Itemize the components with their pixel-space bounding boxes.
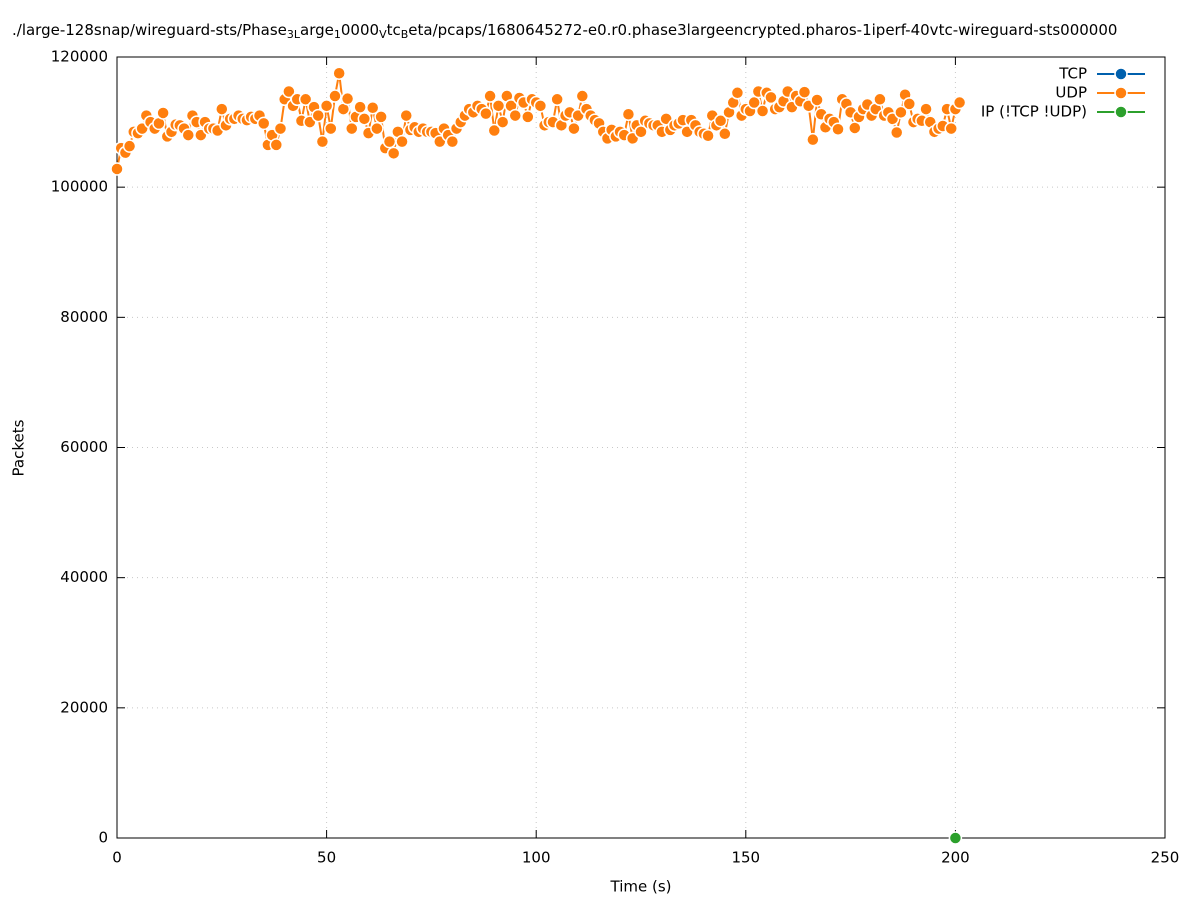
data-point [311, 108, 325, 123]
data-point [374, 110, 388, 124]
data-point [873, 92, 887, 107]
y-tick-label: 20000 [60, 698, 108, 716]
y-tick-label: 40000 [60, 568, 108, 586]
data-point [282, 84, 296, 99]
x-tick-label: 150 [731, 849, 760, 867]
data-point [521, 110, 535, 124]
x-tick-label: 200 [941, 849, 970, 867]
data-point [713, 114, 728, 128]
data-point [315, 134, 330, 149]
x-axis-label: Time (s) [610, 878, 672, 896]
title-part: arge [300, 21, 334, 39]
data-point [755, 104, 770, 118]
data-point [508, 108, 522, 123]
data-point [621, 107, 636, 122]
data-point [269, 138, 284, 152]
data-point [386, 146, 401, 161]
x-tick-label: 100 [522, 849, 551, 867]
legend-marker [1114, 86, 1128, 100]
data-point [110, 162, 124, 176]
data-point [324, 121, 338, 136]
data-point [345, 121, 359, 136]
data-point [487, 123, 502, 138]
data-point [491, 99, 506, 113]
data-point [483, 89, 497, 103]
legend-label: IP (!TCP !UDP) [981, 103, 1087, 121]
data-point [395, 134, 409, 149]
data-point [256, 116, 271, 131]
data-point [399, 108, 413, 123]
data-point [328, 89, 342, 103]
data-point [495, 115, 510, 129]
data-point [156, 106, 170, 120]
data-point [944, 121, 958, 136]
data-point [357, 112, 372, 126]
x-tick-label: 50 [317, 849, 336, 867]
data-point [764, 90, 778, 105]
y-tick-label: 0 [98, 829, 108, 847]
data-point [181, 128, 196, 142]
y-tick-label: 80000 [60, 308, 108, 326]
data-point [575, 89, 590, 103]
data-point [365, 101, 380, 115]
plot-frame [116, 56, 1166, 839]
title-part: 0000 [341, 21, 379, 39]
data-point [353, 100, 367, 114]
data-point [948, 831, 963, 845]
title-subscript: B [401, 28, 409, 41]
data-point [806, 132, 820, 147]
data-point [952, 95, 967, 110]
data-point [567, 121, 581, 136]
data-point [831, 122, 845, 136]
data-point [332, 66, 346, 81]
x-tick-label: 0 [112, 849, 122, 867]
legend-label: TCP [1058, 65, 1087, 83]
chart-title: ./large-128snap/wireguard-sts/Phase3Larg… [12, 21, 1117, 42]
title-subscript: 1 [334, 28, 341, 41]
data-point [550, 92, 564, 107]
data-point [445, 134, 460, 149]
y-tick-label: 120000 [51, 48, 108, 66]
data-point [902, 97, 917, 111]
data-point [810, 93, 824, 107]
data-point [340, 91, 355, 106]
data-point [797, 85, 812, 99]
title-part: tc [387, 21, 401, 39]
data-point [479, 106, 493, 121]
data-point [848, 121, 862, 135]
data-point [894, 105, 908, 120]
y-tick-label: 100000 [51, 178, 108, 196]
data-point [718, 127, 732, 141]
legend-marker [1114, 67, 1128, 81]
data-point [319, 99, 334, 113]
title-part: ./large-128snap/wireguard-sts/Phase [12, 21, 287, 39]
y-axis-label: Packets [10, 419, 28, 476]
x-tick-label: 250 [1151, 849, 1180, 867]
title-subscript: 3L [287, 28, 301, 41]
legend-marker [1114, 105, 1128, 119]
data-point [701, 129, 715, 143]
legend-label: UDP [1055, 84, 1087, 102]
data-point [273, 121, 288, 136]
data-point [730, 86, 745, 100]
data-point [919, 102, 933, 116]
data-point [533, 99, 548, 113]
y-tick-label: 60000 [60, 438, 108, 456]
title-subscript: V [379, 28, 387, 41]
data-point [370, 121, 384, 136]
data-point [298, 92, 313, 107]
data-point [215, 102, 229, 116]
data-point [382, 134, 397, 149]
data-point [889, 125, 904, 140]
data-point [122, 139, 137, 153]
title-part: eta/pcaps/1680645272-e0.r0.phase3largeen… [408, 21, 1117, 39]
